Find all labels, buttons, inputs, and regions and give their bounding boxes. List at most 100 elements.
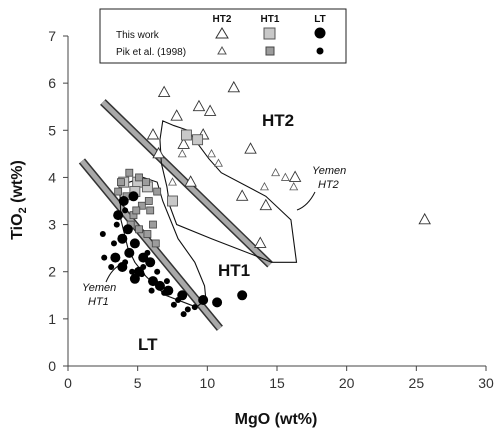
y-tick-label: 0 [48,358,56,374]
legend-marker-ht2-small [217,45,227,55]
ht2-this-work-point [259,198,273,211]
lt-pik-point [110,240,117,247]
lt-pik-point [161,289,168,296]
ht2-pik-point [177,149,187,158]
ht2-pik-point [259,182,269,191]
ht1-pik-point [153,187,162,196]
legend-header-ht2: HT2 [213,14,232,25]
x-tick-label: 5 [134,375,142,391]
ht1-pik-point [144,197,153,205]
legend-marker-ht2-large [215,27,229,39]
ht1-pik-point [135,173,143,182]
y-tick-label: 5 [48,122,56,138]
x-tick-label: 20 [339,375,355,391]
lt-pik-point [144,249,151,256]
yemen-ht2-field [159,120,298,263]
ht2-this-work-point [254,236,267,248]
lt-pik-point [138,271,145,278]
yemen-ht1-label-line2: HT1 [88,296,109,308]
ht2-this-work-point [244,142,257,154]
ht1-pik-point [132,206,141,215]
ht2-this-work-point [235,189,249,201]
field-label-lt: LT [138,335,158,354]
legend: HT2 HT1 LT This work Pik et al. (1998) [99,8,347,64]
lt-this-work-point [128,191,139,202]
x-tick-label: 15 [269,375,285,391]
lt-pik-point [129,268,136,275]
lt-this-work-point [110,252,121,263]
ht2-this-work-point [184,175,197,187]
x-tick-label: 30 [478,375,494,391]
lt-this-work-point [122,224,133,235]
lt-pik-point [154,268,161,275]
ht1-this-work-point [180,129,192,141]
ht2-pik-point [271,167,281,177]
ht2-this-work-point [418,212,431,225]
lt-pik-point [180,311,187,318]
ht1-pik-point [117,178,125,187]
y-tick-label: 7 [48,28,56,44]
ht1-pik-point [114,187,123,196]
ht1-this-work-point [167,195,178,207]
ht1-pik-point [125,168,134,177]
lt-pik-point [122,207,129,214]
ht2-this-work-point [192,99,206,112]
y-tick-label: 3 [48,217,56,233]
ht1-pik-point [143,230,152,238]
legend-marker-lt-small [316,47,324,55]
legend-marker-ht1-large [263,27,276,40]
lt-pik-point [122,259,129,266]
yemen-ht2-leader [296,191,316,211]
lt-this-work-point [129,238,140,249]
ht2-this-work-point [288,170,302,182]
legend-row-pik: Pik et al. (1998) [116,47,186,58]
ht1-pik-point [137,201,146,210]
lt-pik-point [108,264,115,270]
yemen-ht2-label-line1: Yemen [312,165,346,177]
field-label-ht1: HT1 [218,261,250,280]
ht1-pik-point [149,220,157,229]
y-tick-label: 4 [48,169,56,185]
ht2-pik-point [168,177,177,186]
lt-this-work-point [113,210,124,221]
lt-pik-point [191,304,198,311]
y-axis-title: TiO2 (wt%) [9,160,29,240]
plot-area: 0 5 10 15 20 25 30 0 1 2 3 4 5 6 7 [48,28,494,391]
ht1-pik-point [142,178,150,187]
field-label-ht2: HT2 [262,111,294,130]
ht2-this-work-point [146,128,160,140]
x-tick-label: 0 [64,375,72,391]
ht2-pik-point [207,149,216,158]
y-tick-label: 6 [48,75,56,91]
ht2-pik-point [289,182,299,191]
lt-this-work-point [212,297,223,308]
lt-pik-point [99,231,106,237]
y-tick-label: 1 [48,311,56,327]
ht2-this-work-point [227,80,241,93]
ht2-this-work-point [152,146,165,159]
divider-lower [80,159,222,330]
legend-header-lt: LT [314,14,325,25]
lt-pik-point [184,306,191,313]
lt-this-work-point [118,196,129,206]
lt-pik-point [170,301,177,308]
ht1-this-work-point [192,134,204,146]
lt-pik-point [140,264,147,270]
x-tick-label: 10 [200,375,216,391]
legend-marker-lt-large [314,27,326,39]
legend-header-ht1: HT1 [261,14,280,25]
lt-pik-point [163,278,170,285]
lt-this-work-point [154,280,165,291]
ht2-this-work-point [177,137,190,149]
yemen-ht1-label-line1: Yemen [82,282,116,294]
lt-this-work-point [117,233,128,244]
legend-marker-ht1-small [265,46,275,56]
x-tick-label: 25 [409,375,425,391]
ht2-this-work-point [170,109,183,121]
yemen-ht2-label-line2: HT2 [318,179,339,191]
ht2-pik-point [214,158,223,167]
lt-pik-point [148,287,155,294]
lt-this-work-point [145,257,156,268]
ht1-pik-point [146,206,155,215]
